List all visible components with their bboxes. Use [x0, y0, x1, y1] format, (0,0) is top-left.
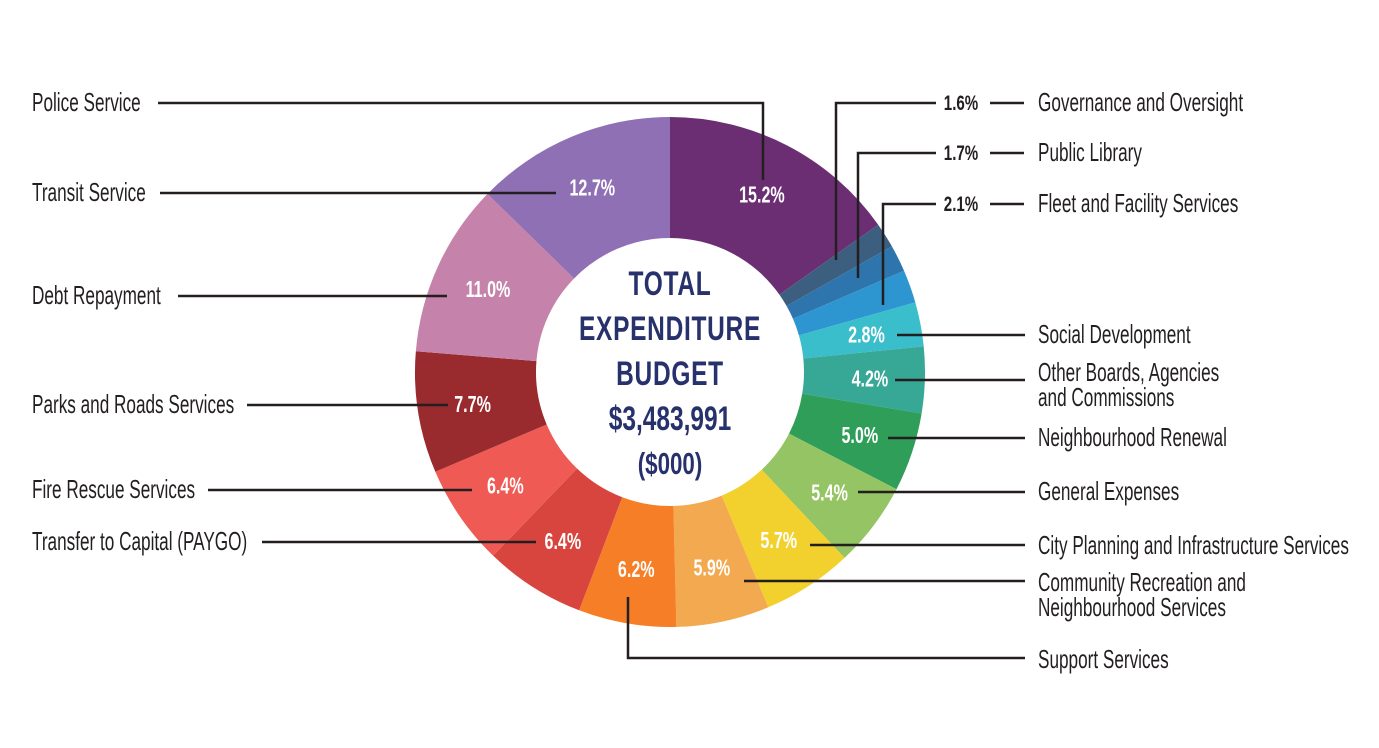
pct-label-support-services: 6.2% [618, 557, 655, 582]
leader-line-support-services [626, 597, 1025, 660]
chart-center-label: TOTAL EXPENDITURE BUDGET $3,483,991 ($00… [555, 262, 785, 485]
slice-parks-and-roads-services [414, 351, 547, 472]
percent-labels: 15.2% 1.6% 1.7% 2.1% 2.8% 4.2% 5.0% 5.4% 5.7% 5.9… [454, 90, 978, 582]
slice-general-expenses [761, 433, 897, 558]
pct-label-general-expenses: 5.4% [811, 481, 848, 506]
slice-fleet-and-facility-services [792, 270, 916, 336]
category-label-transfer-to-capital-paygo: Transfer to Capital (PAYGO) [32, 526, 248, 556]
slice-transfer-to-capital-paygo [493, 468, 623, 611]
category-label-neighbourhood-renewal: Neighbourhood Renewal [1038, 422, 1227, 452]
slice-community-recreation-and-neighbourhood-services [673, 495, 769, 627]
slice-governance-and-oversight [779, 224, 892, 306]
slice-social-development [798, 302, 924, 359]
category-label-fire-rescue-services: Fire Rescue Services [32, 474, 196, 504]
pct-label-fleet-and-facility-services: 2.1% [944, 191, 978, 215]
pct-label-parks-and-roads-services: 7.7% [454, 392, 491, 417]
category-label-line: and Commissions [1038, 382, 1175, 412]
slice-fire-rescue-services [435, 424, 578, 556]
category-label-fleet-and-facility-services: Fleet and Facility Services [1038, 188, 1239, 218]
category-label-support-services: Support Services [1038, 644, 1169, 674]
category-label-transit-service: Transit Service [32, 177, 146, 207]
pct-label-social-development: 2.8% [848, 323, 885, 348]
donut-slices [414, 117, 926, 628]
total-amount: $3,483,991 [608, 400, 732, 438]
category-label-community-recreation-and-neighbourhood-services: Community Recreation and Neighbourhood Se… [1038, 567, 1246, 622]
leader-line-governance-and-oversight [834, 101, 936, 260]
leader-lines [158, 101, 1025, 660]
pct-label-governance-and-oversight: 1.6% [944, 90, 978, 114]
category-label-city-planning-and-infrastructure-services: City Planning and Infrastructure Service… [1038, 530, 1349, 560]
category-label-debt-repayment: Debt Repayment [32, 280, 161, 310]
category-label-public-library: Public Library [1038, 137, 1142, 167]
category-label-social-development: Social Development [1038, 319, 1191, 349]
slice-transit-service [487, 117, 670, 279]
pct-label-police-service: 15.2% [739, 183, 785, 208]
center-title-line-1: TOTAL [628, 265, 712, 303]
pct-label-public-library: 1.7% [944, 140, 978, 164]
category-label-general-expenses: General Expenses [1038, 476, 1180, 506]
slice-support-services [579, 497, 677, 628]
category-label-line: Community Recreation and [1038, 567, 1246, 597]
category-label-governance-and-oversight: Governance and Oversight [1038, 87, 1244, 117]
leader-line-police-service [158, 101, 765, 180]
leader-line-fleet-and-facility-services [881, 202, 936, 305]
slice-city-planning-and-infrastructure-services [721, 469, 845, 608]
slice-other-boards-agencies-and-commissions [802, 346, 926, 414]
pct-label-other-boards-agencies-and-commissions: 4.2% [852, 367, 889, 392]
category-label-line: Other Boards, Agencies [1038, 357, 1220, 387]
slice-police-service [670, 117, 879, 295]
category-label-other-boards-agencies-and-commissions: Other Boards, Agencies and Commissions [1038, 357, 1220, 412]
slice-neighbourhood-renewal [789, 393, 922, 490]
center-title-line-3: BUDGET [616, 355, 724, 393]
pct-label-transit-service: 12.7% [569, 176, 615, 201]
total-unit: ($000) [637, 446, 703, 481]
pct-label-debt-repayment: 11.0% [466, 277, 511, 302]
pct-label-community-recreation-and-neighbourhood-services: 5.9% [693, 556, 730, 581]
leader-line-public-library [856, 151, 936, 278]
pct-label-fire-rescue-services: 6.4% [487, 474, 524, 499]
slice-debt-repayment [415, 193, 575, 362]
pct-label-transfer-to-capital-paygo: 6.4% [544, 529, 581, 554]
category-label-police-service: Police Service [32, 87, 141, 117]
pct-label-city-planning-and-infrastructure-services: 5.7% [760, 528, 797, 553]
category-label-parks-and-roads-services: Parks and Roads Services [32, 389, 235, 419]
pct-label-neighbourhood-renewal: 5.0% [841, 423, 878, 448]
slice-public-library [786, 246, 905, 319]
category-label-line: Neighbourhood Services [1038, 592, 1226, 622]
center-title-line-2: EXPENDITURE [578, 310, 762, 348]
